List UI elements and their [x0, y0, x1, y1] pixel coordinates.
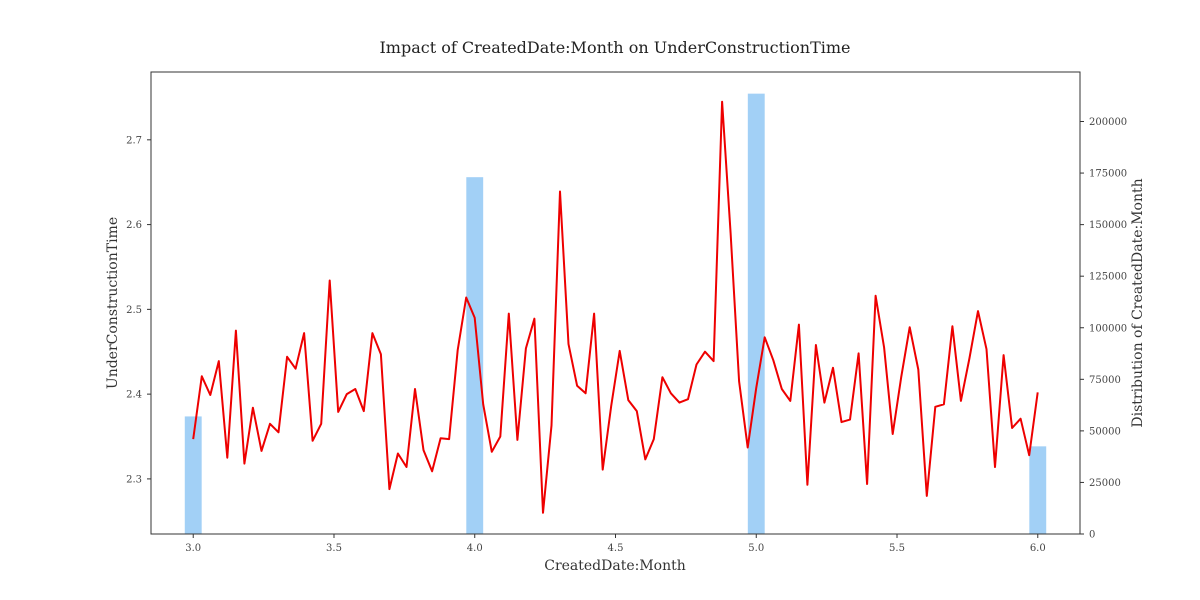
y2-tick-label: 75000	[1089, 375, 1121, 386]
y2-tick-label: 200000	[1089, 117, 1127, 128]
bar	[1029, 446, 1047, 534]
y2-tick-label: 0	[1089, 530, 1095, 541]
y-tick-label: 2.6	[126, 220, 142, 231]
x-tick-label: 5.5	[889, 543, 905, 554]
bar	[466, 177, 484, 534]
x-tick-label: 4.5	[608, 543, 624, 554]
chart-title: Impact of CreatedDate:Month on UnderCons…	[379, 38, 850, 57]
x-tick-label: 6.0	[1030, 543, 1046, 554]
bar-series	[184, 93, 1047, 534]
y2-tick-label: 150000	[1089, 220, 1127, 231]
y2-tick-label: 125000	[1089, 272, 1127, 283]
x-tick-label: 3.0	[185, 543, 201, 554]
bar	[184, 416, 202, 534]
y2-axis-label: Distribution of CreatedDate:Month	[1130, 178, 1146, 427]
x-tick-label: 3.5	[326, 543, 342, 554]
y-tick-label: 2.4	[126, 390, 142, 401]
y-axis-left: 2.3 2.4 2.5 2.6 2.7	[126, 135, 151, 485]
y-axis-right: 0 25000 50000 75000 100000 125000 150000 175000…	[1080, 117, 1127, 541]
y-tick-label: 2.3	[126, 474, 142, 485]
y-tick-label: 2.5	[126, 305, 142, 316]
plot-frame	[150, 71, 1081, 535]
y2-tick-label: 25000	[1089, 478, 1121, 489]
y-tick-label: 2.7	[126, 135, 142, 146]
series-line	[192, 100, 1039, 514]
y2-tick-label: 50000	[1089, 426, 1121, 437]
x-axis-label: CreatedDate:Month	[544, 558, 686, 574]
bar	[747, 93, 765, 534]
y2-tick-label: 100000	[1089, 323, 1127, 334]
x-tick-label: 4.0	[467, 543, 483, 554]
x-axis: 3.0 3.5 4.0 4.5 5.0 5.5 6.0	[185, 534, 1046, 554]
y-axis-label: UnderConstructionTime	[105, 217, 121, 389]
x-tick-label: 5.0	[748, 543, 764, 554]
y2-tick-label: 175000	[1089, 169, 1127, 180]
line-series	[192, 100, 1039, 514]
